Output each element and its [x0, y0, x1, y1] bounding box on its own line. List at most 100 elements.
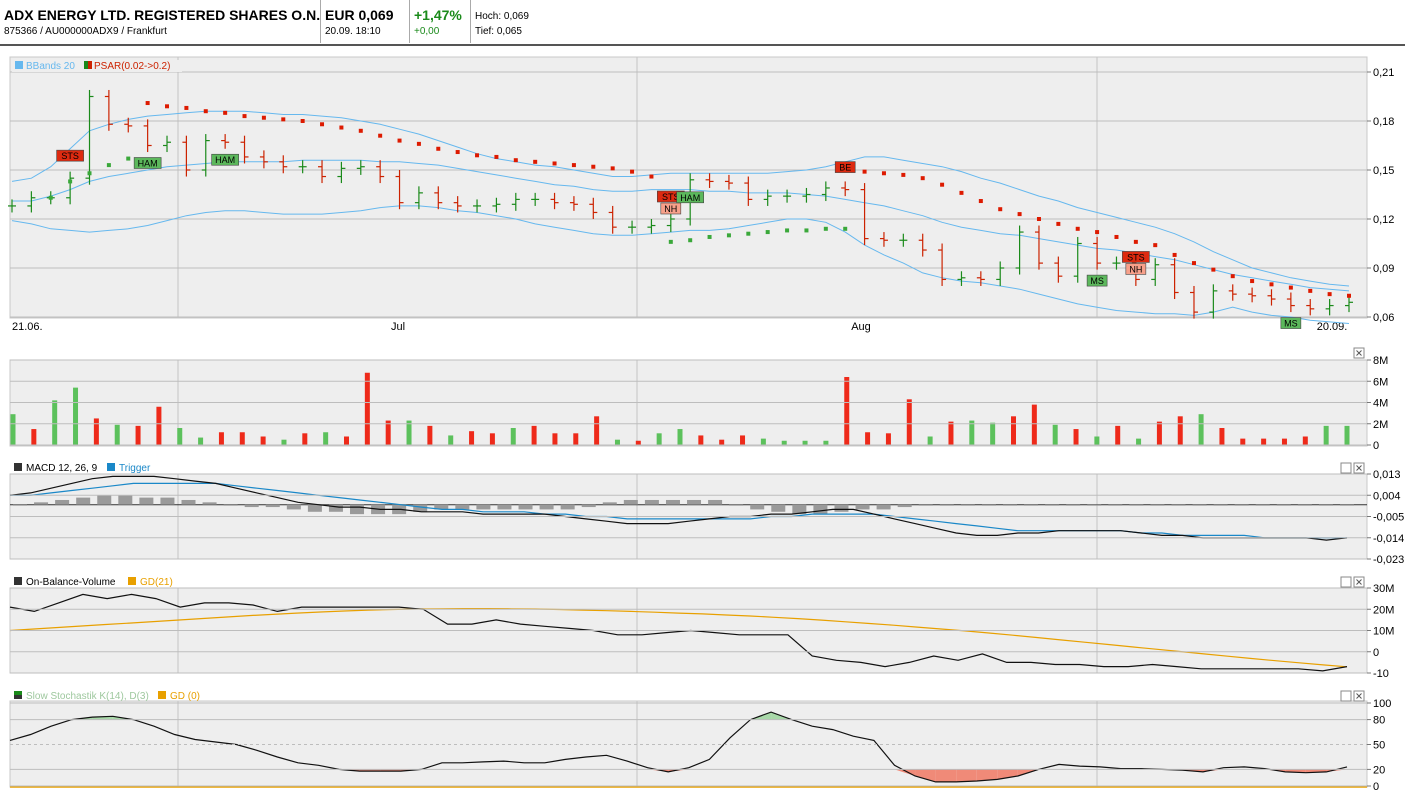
macd-histogram-bar — [602, 502, 617, 505]
obv-y-tick-label: 30M — [1373, 583, 1394, 595]
volume-bar — [531, 425, 537, 445]
psar-dot-down — [1172, 252, 1177, 257]
volume-bar — [573, 433, 579, 445]
volume-bar — [1198, 414, 1204, 445]
signal-badge-label: STS — [61, 151, 79, 161]
psar-dot-down — [1056, 221, 1061, 226]
volume-bar — [10, 414, 16, 445]
volume-bar — [740, 435, 746, 445]
volume-bar — [1115, 425, 1121, 445]
volume-bar — [1177, 416, 1183, 445]
price-x-tick-label: Aug — [851, 321, 871, 333]
macd-histogram-bar — [581, 504, 596, 508]
macd-histogram-bar — [1066, 504, 1081, 506]
macd-legend-swatch — [14, 463, 22, 471]
signal-badge — [660, 202, 682, 215]
psar-dots — [48, 101, 1351, 298]
psar-dot-down — [920, 176, 925, 181]
volume-bar — [31, 429, 37, 445]
price-y-tick-label: 0,21 — [1373, 67, 1394, 79]
obv-line — [9, 593, 1348, 672]
macd-histogram-bar — [518, 504, 533, 510]
price-x-tick-label: 20.09. — [1317, 321, 1348, 333]
macd-y-tick-label: -0,005 — [1373, 512, 1404, 524]
signal-badge — [56, 149, 84, 162]
stochastic-y-axis: 100 80 50 20 0 — [10, 698, 1391, 793]
stochastic-panel-buttons[interactable] — [1340, 690, 1365, 702]
volume-bar — [1240, 438, 1246, 445]
volume-bar — [635, 440, 641, 445]
volume-bar — [156, 406, 162, 445]
macd-histogram-bar — [644, 499, 659, 505]
volume-bar — [885, 433, 891, 445]
signal-badge-label: HAM — [680, 193, 700, 203]
volume-bar — [364, 372, 370, 445]
volume-close-button[interactable] — [1353, 347, 1365, 359]
obv-panel-buttons[interactable] — [1340, 576, 1365, 588]
volume-bar — [614, 439, 620, 445]
oversold-zone — [997, 769, 1018, 780]
volume-y-tick-label: 8M — [1373, 355, 1388, 367]
settings-icon[interactable] — [1340, 462, 1352, 474]
psar-dot-down — [300, 119, 305, 123]
psar-dot-down — [591, 164, 596, 169]
psar-dot-up — [746, 231, 751, 236]
psar-dot-down — [416, 141, 421, 146]
oversold-zone — [935, 769, 957, 782]
macd-histogram-bar — [560, 504, 575, 510]
macd-histogram-bar — [876, 504, 891, 510]
macd-y-tick-label: 0,004 — [1373, 490, 1401, 502]
psar-dot-down — [1327, 292, 1332, 297]
psar-dot-down — [552, 161, 557, 166]
stochastic-legend-label: Slow Stochastik K(14), D(3) — [26, 691, 149, 702]
psar-dot-down — [184, 105, 189, 110]
price-panel-bg — [9, 56, 1368, 319]
macd-panel-buttons[interactable] — [1340, 462, 1365, 474]
stochastic-y-tick-label: 80 — [1373, 715, 1385, 727]
volume-bar — [510, 428, 516, 445]
gd21-legend-label: GD(21) — [140, 577, 173, 588]
psar-dot-down — [1308, 288, 1313, 293]
stochastic-y-tick-label: 20 — [1373, 764, 1385, 776]
settings-icon[interactable] — [1340, 576, 1352, 588]
price-y-tick-label: 0,18 — [1373, 116, 1394, 128]
obv-y-tick-label: -10 — [1373, 668, 1389, 680]
macd-histogram-bar — [1002, 504, 1017, 506]
psar-dot-down — [649, 174, 654, 179]
volume-bar — [1219, 428, 1225, 445]
psar-dot-down — [1153, 243, 1158, 248]
obv-legend: On-Balance-Volume GD(21) — [14, 577, 173, 588]
obv-y-tick-label: 0 — [1373, 647, 1379, 659]
volume-bar — [281, 439, 287, 445]
volume-bar — [52, 400, 58, 445]
psar-dot-down — [1075, 226, 1080, 231]
psar-dot-down — [475, 153, 480, 158]
price-y-tick-label: 0,12 — [1373, 214, 1394, 226]
macd-histogram-bar — [13, 504, 27, 506]
close-icon-glyph — [1356, 579, 1362, 585]
oversold-zone — [1326, 769, 1347, 772]
psar-dot-down — [358, 128, 363, 133]
trigger-legend-swatch — [107, 463, 115, 471]
psar-dot-down — [533, 159, 538, 164]
psar-dot-up — [785, 228, 790, 233]
oversold-zone — [915, 769, 936, 782]
macd-panel: 0,013 0,004 -0,005 -0,014 -0,023 MACD 12, 26… — [9, 462, 1404, 566]
macd-histogram-bar — [855, 504, 870, 510]
stochastic-y-tick-label: 50 — [1373, 740, 1385, 752]
macd-histogram-bar — [1129, 504, 1144, 506]
settings-icon[interactable] — [1340, 690, 1352, 702]
macd-histogram-bar — [623, 499, 638, 505]
instrument-cell: ADX ENERGY LTD. REGISTERED SHARES O.N. 8… — [0, 0, 321, 43]
macd-histogram-bar — [813, 504, 828, 515]
macd-histogram-bar — [539, 504, 554, 510]
obv-legend-label: On-Balance-Volume — [26, 577, 116, 588]
obv-y-tick-label: 10M — [1373, 626, 1394, 638]
macd-histogram-bar — [897, 504, 912, 508]
psar-dot-up — [68, 179, 73, 184]
bband-upper-line — [11, 110, 1350, 287]
psar-dot-down — [281, 117, 286, 122]
volume-bar — [906, 399, 912, 445]
